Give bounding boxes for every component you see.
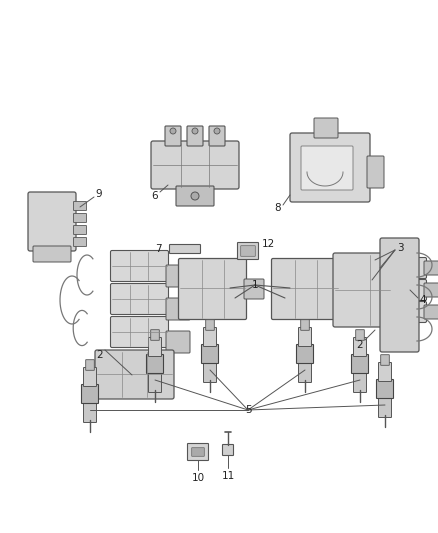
- FancyBboxPatch shape: [424, 283, 438, 297]
- FancyBboxPatch shape: [148, 337, 162, 357]
- Text: 11: 11: [221, 471, 235, 481]
- Text: 12: 12: [261, 239, 275, 249]
- Text: 1: 1: [252, 280, 258, 290]
- FancyBboxPatch shape: [301, 146, 353, 190]
- FancyBboxPatch shape: [74, 225, 86, 235]
- FancyBboxPatch shape: [352, 354, 368, 374]
- Text: 9: 9: [95, 189, 102, 199]
- FancyBboxPatch shape: [204, 327, 216, 346]
- FancyBboxPatch shape: [84, 367, 96, 386]
- FancyBboxPatch shape: [333, 253, 392, 327]
- FancyBboxPatch shape: [206, 320, 214, 330]
- Text: 4: 4: [420, 295, 426, 305]
- FancyBboxPatch shape: [301, 320, 309, 330]
- FancyBboxPatch shape: [110, 317, 169, 348]
- Circle shape: [192, 128, 198, 134]
- FancyBboxPatch shape: [297, 344, 314, 364]
- FancyBboxPatch shape: [377, 379, 393, 399]
- FancyBboxPatch shape: [353, 369, 367, 392]
- FancyBboxPatch shape: [95, 350, 174, 399]
- FancyBboxPatch shape: [353, 337, 367, 357]
- Circle shape: [170, 128, 176, 134]
- FancyBboxPatch shape: [110, 284, 169, 314]
- FancyBboxPatch shape: [166, 298, 190, 320]
- FancyBboxPatch shape: [33, 246, 71, 262]
- FancyBboxPatch shape: [84, 400, 96, 423]
- FancyBboxPatch shape: [165, 126, 181, 146]
- FancyBboxPatch shape: [148, 369, 162, 392]
- FancyBboxPatch shape: [74, 214, 86, 222]
- FancyBboxPatch shape: [166, 265, 190, 287]
- FancyBboxPatch shape: [378, 362, 392, 382]
- FancyBboxPatch shape: [176, 186, 214, 206]
- FancyBboxPatch shape: [389, 257, 427, 279]
- FancyBboxPatch shape: [223, 445, 233, 456]
- FancyBboxPatch shape: [290, 133, 370, 202]
- FancyBboxPatch shape: [299, 359, 311, 383]
- FancyBboxPatch shape: [86, 360, 94, 370]
- FancyBboxPatch shape: [204, 359, 216, 383]
- FancyBboxPatch shape: [241, 246, 255, 256]
- FancyBboxPatch shape: [244, 279, 264, 299]
- FancyBboxPatch shape: [299, 327, 311, 346]
- FancyBboxPatch shape: [356, 330, 364, 340]
- FancyBboxPatch shape: [380, 238, 419, 352]
- FancyBboxPatch shape: [28, 192, 76, 251]
- FancyBboxPatch shape: [166, 331, 190, 353]
- Text: 8: 8: [275, 203, 281, 213]
- FancyBboxPatch shape: [151, 330, 159, 340]
- FancyBboxPatch shape: [179, 259, 247, 319]
- FancyBboxPatch shape: [237, 243, 258, 260]
- FancyBboxPatch shape: [337, 282, 359, 299]
- FancyBboxPatch shape: [187, 126, 203, 146]
- FancyBboxPatch shape: [201, 344, 219, 364]
- Text: 3: 3: [397, 243, 403, 253]
- Text: 7: 7: [155, 244, 161, 254]
- FancyBboxPatch shape: [367, 156, 384, 188]
- FancyBboxPatch shape: [378, 394, 392, 417]
- Text: 2: 2: [357, 340, 363, 350]
- FancyBboxPatch shape: [170, 245, 201, 254]
- FancyBboxPatch shape: [424, 305, 438, 319]
- FancyBboxPatch shape: [209, 126, 225, 146]
- Text: 6: 6: [152, 191, 158, 201]
- FancyBboxPatch shape: [389, 279, 427, 301]
- FancyBboxPatch shape: [81, 384, 99, 403]
- FancyBboxPatch shape: [151, 141, 239, 189]
- Circle shape: [214, 128, 220, 134]
- FancyBboxPatch shape: [424, 261, 438, 275]
- FancyBboxPatch shape: [74, 201, 86, 211]
- Circle shape: [191, 192, 199, 200]
- FancyBboxPatch shape: [381, 354, 389, 365]
- FancyBboxPatch shape: [272, 259, 339, 319]
- FancyBboxPatch shape: [192, 448, 204, 456]
- FancyBboxPatch shape: [314, 118, 338, 138]
- FancyBboxPatch shape: [74, 238, 86, 246]
- Text: 2: 2: [97, 350, 103, 360]
- FancyBboxPatch shape: [110, 251, 169, 281]
- Text: 10: 10: [191, 473, 205, 483]
- Text: 5: 5: [245, 405, 251, 415]
- FancyBboxPatch shape: [389, 302, 427, 322]
- FancyBboxPatch shape: [146, 354, 163, 374]
- FancyBboxPatch shape: [187, 443, 208, 461]
